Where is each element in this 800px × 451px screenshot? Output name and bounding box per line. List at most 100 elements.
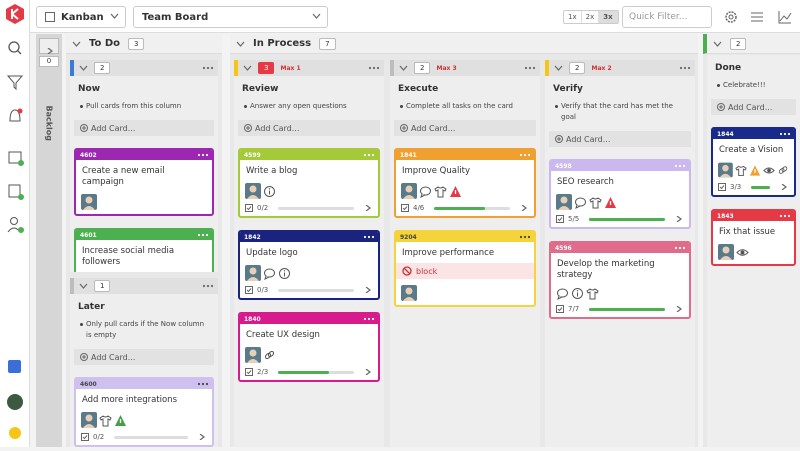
- info-icon: [572, 288, 583, 299]
- checkbox-icon: [245, 368, 253, 376]
- feedback-icon[interactable]: [9, 427, 21, 439]
- checklist-count: 3/3: [730, 183, 742, 191]
- icon-part: [82, 126, 86, 130]
- help-icon[interactable]: [8, 360, 21, 373]
- chevron: [781, 184, 787, 190]
- icon-part: [735, 165, 747, 176]
- zoom-button[interactable]: 1x: [564, 11, 582, 23]
- icon-part: [676, 306, 682, 312]
- card[interactable]: 1842 Update logo 0/3: [238, 230, 380, 300]
- menu-dots: [679, 66, 691, 70]
- card[interactable]: 4601 Increase social media followers: [74, 228, 214, 272]
- menu-dots: [519, 235, 531, 239]
- icon-part: [83, 424, 95, 428]
- add-card-button[interactable]: Add Card...: [74, 349, 214, 365]
- icon-part: [363, 153, 367, 157]
- add-card-button[interactable]: Add Card...: [394, 120, 536, 136]
- block-icon: [402, 266, 412, 276]
- card[interactable]: 4599 Write a blog 0/2: [238, 148, 380, 218]
- card-icons: [713, 160, 794, 182]
- card[interactable]: 9204 Improve performance block: [394, 230, 536, 307]
- card[interactable]: 4598 SEO research 5/5: [549, 159, 691, 229]
- card[interactable]: 4602 Create a new email campaign: [74, 148, 214, 216]
- column-count: 2: [730, 37, 747, 50]
- menu-dots: [674, 164, 686, 168]
- icon-part: [556, 215, 564, 223]
- user-icon[interactable]: [10, 217, 18, 225]
- board-icon[interactable]: [8, 151, 22, 164]
- blocked-label: block: [416, 266, 438, 276]
- icon-part: [405, 185, 413, 193]
- chevron: [554, 65, 563, 71]
- expand-backlog[interactable]: [39, 38, 59, 55]
- search-icon[interactable]: [8, 41, 20, 53]
- card[interactable]: 4600 Add more integrations 0/2: [74, 377, 214, 447]
- icon-part: [245, 204, 253, 212]
- lane-header: 2 Max 2: [545, 60, 695, 76]
- card[interactable]: 1843 Fix that issue: [711, 209, 796, 266]
- avatar: [81, 194, 97, 210]
- icon-part: [719, 185, 725, 190]
- icon-part: [589, 196, 602, 208]
- zoom-button[interactable]: 2x: [582, 11, 600, 23]
- user-avatar[interactable]: [7, 394, 23, 410]
- icon-part: [420, 186, 431, 195]
- card[interactable]: 4596 Develop the marketing strategy 7/7: [549, 241, 691, 319]
- icon-part: [249, 267, 257, 275]
- quick-filter[interactable]: Quick Filter...: [622, 6, 712, 28]
- icon-part: [519, 153, 523, 157]
- settings-icon[interactable]: [724, 10, 738, 24]
- add-card-button[interactable]: Add Card...: [238, 120, 380, 136]
- warning-icon: [605, 196, 616, 208]
- icon-part: [368, 66, 372, 70]
- icon-part: [555, 135, 563, 143]
- icon-part: [718, 183, 726, 191]
- icon-part: [372, 66, 376, 70]
- icon-part: [402, 126, 406, 130]
- avatar: [718, 162, 733, 178]
- card-title: Update logo: [246, 248, 298, 258]
- icon-part: [725, 11, 737, 23]
- lane-title: Done: [715, 63, 742, 73]
- bell-icon[interactable]: [9, 109, 21, 122]
- lane-description: Answer any open questions: [244, 101, 374, 112]
- avatar: [81, 412, 97, 428]
- board-select[interactable]: Team Board: [133, 6, 328, 28]
- add-card-button[interactable]: Add Card...: [711, 99, 796, 115]
- menu-dots: [202, 284, 214, 288]
- eye-icon: [736, 248, 749, 256]
- checklist-count: 5/5: [568, 215, 580, 223]
- card[interactable]: 1841 Improve Quality 4/6: [394, 148, 536, 218]
- menu-dots: [363, 153, 375, 157]
- add-card-button[interactable]: Add Card...: [74, 120, 214, 136]
- icon-part: [405, 287, 413, 295]
- icon-part: [763, 166, 775, 174]
- card[interactable]: 1844 Create a Vision 3/3: [711, 127, 796, 197]
- lane: 2 Now Pull cards from this column Add Card.…: [70, 60, 218, 272]
- icon-part: [45, 12, 55, 22]
- card-icon[interactable]: [8, 184, 21, 198]
- icon-part: [247, 277, 259, 281]
- icon-part: [202, 284, 206, 288]
- filter-icon[interactable]: [6, 75, 24, 91]
- icon-part: [79, 283, 88, 289]
- icon-part: [779, 132, 783, 136]
- icon-part: [80, 353, 88, 361]
- zoom-button[interactable]: 3x: [599, 11, 618, 23]
- checklist-count: 0/2: [93, 433, 105, 441]
- icon-part: [403, 297, 415, 301]
- icon-part: [523, 153, 527, 157]
- add-card-button[interactable]: Add Card...: [549, 131, 691, 147]
- card-title: Develop the marketing strategy: [557, 259, 655, 280]
- card[interactable]: 1840 Create UX design 2/3: [238, 312, 380, 382]
- logo[interactable]: [6, 4, 24, 24]
- icon-part: [246, 126, 250, 130]
- chart-icon[interactable]: [778, 10, 792, 24]
- icon-part: [527, 153, 531, 157]
- view-select[interactable]: Kanban: [36, 6, 126, 28]
- checklist-count: 2/3: [257, 368, 269, 376]
- icon-part: [82, 435, 88, 440]
- icon-part: [678, 164, 682, 168]
- card-id: 1844: [717, 130, 734, 138]
- options-icon[interactable]: [750, 10, 764, 24]
